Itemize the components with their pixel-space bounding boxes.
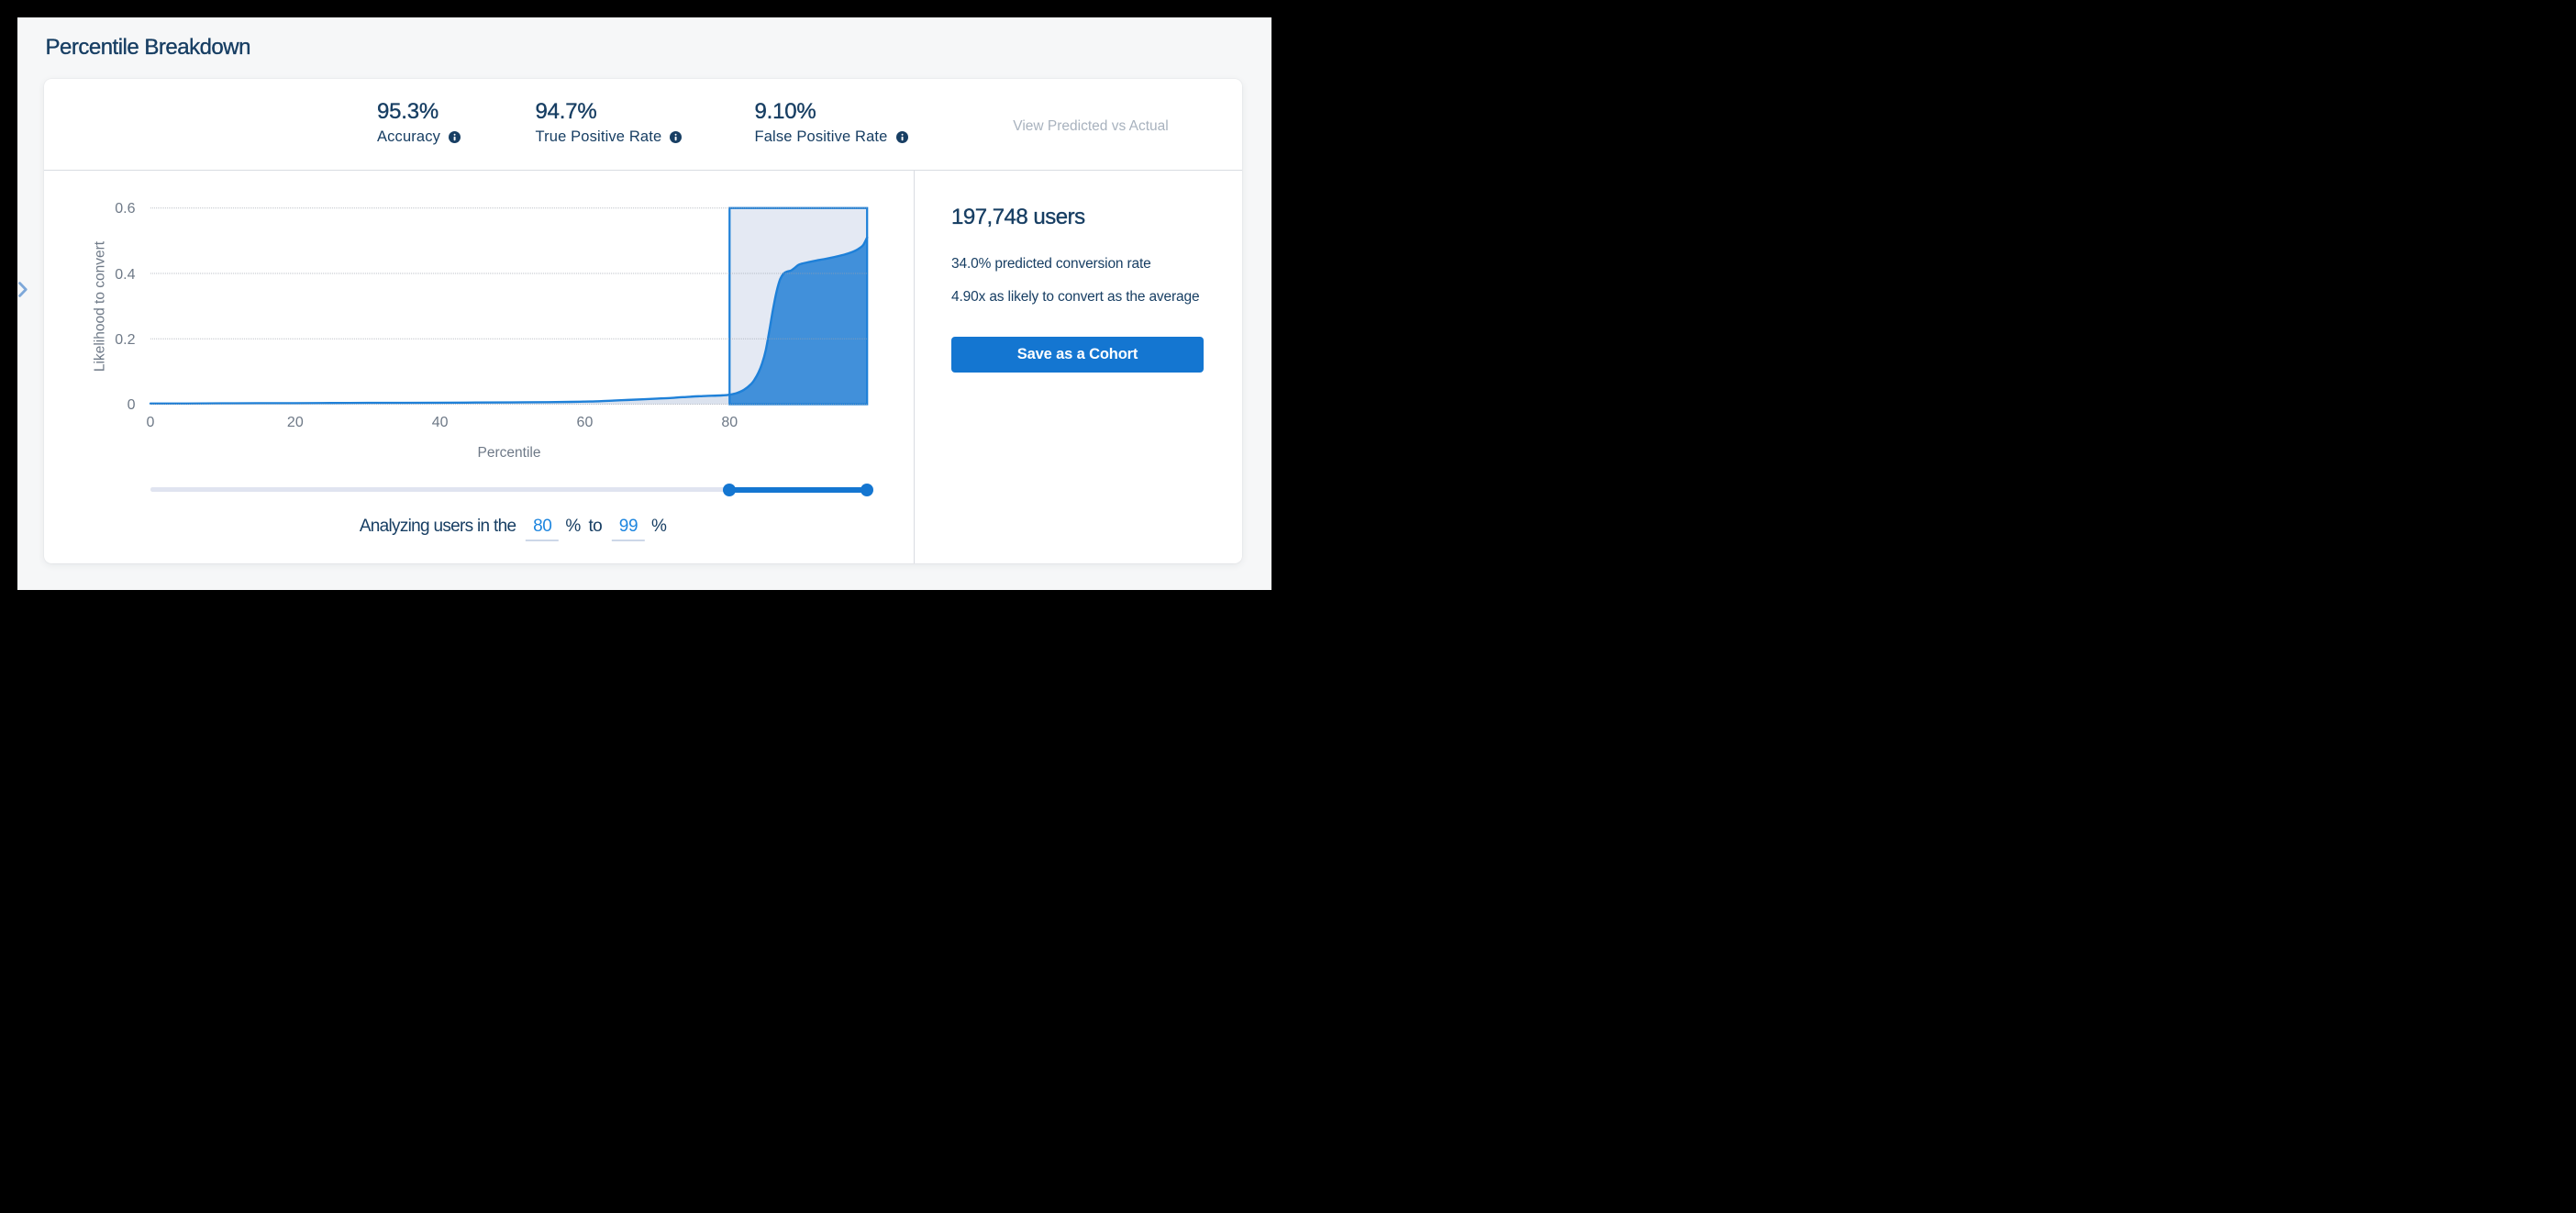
analyzing-to-word: to	[588, 517, 603, 536]
info-icon[interactable]	[895, 130, 908, 143]
likelihood-multiplier: 4.90x as likely to convert as the averag…	[951, 288, 1200, 305]
view-predicted-vs-actual-link[interactable]: View Predicted vs Actual	[1013, 117, 1169, 134]
true-positive-rate-label: True Positive Rate	[536, 129, 683, 145]
y-tick-label: 0.6	[115, 201, 136, 217]
false-positive-rate-value: 9.10%	[754, 98, 816, 124]
percentile-chart: 0 0.2 0.4 0.6 0 20 40 60 80 Likelihood to conve…	[44, 171, 914, 564]
percentile-from-input[interactable]: 80	[526, 517, 560, 541]
collapse-panel-button[interactable]	[15, 280, 31, 300]
card-body: 0 0.2 0.4 0.6 0 20 40 60 80 Likelihood to conve…	[44, 170, 1242, 564]
x-tick-label: 0	[146, 415, 155, 430]
x-tick-label: 80	[721, 415, 738, 430]
percentile-breakdown-card: 95.3% Accuracy 94.7% True Positive Rate	[44, 78, 1242, 564]
slider-track[interactable]	[150, 487, 868, 492]
info-icon[interactable]	[670, 130, 683, 143]
true-positive-rate-value: 94.7%	[535, 98, 597, 124]
x-tick-label: 20	[286, 415, 304, 430]
y-tick-label: 0.4	[115, 266, 136, 283]
predicted-conversion-rate: 34.0% predicted conversion rate	[951, 255, 1151, 272]
y-tick-label: 0.2	[115, 331, 136, 348]
percent-sign-to: %	[650, 517, 667, 536]
accuracy-value: 95.3%	[377, 98, 439, 124]
slider-handle-from[interactable]	[723, 483, 737, 496]
percent-sign-from: %	[565, 517, 581, 536]
chevron-right-icon	[17, 282, 28, 297]
x-axis-title: Percentile	[477, 445, 541, 462]
model-stats-header: 95.3% Accuracy 94.7% True Positive Rate	[44, 79, 1242, 171]
y-axis-title: Likelihood to convert	[91, 240, 107, 372]
slider-active-range[interactable]	[729, 486, 868, 493]
page-title: Percentile Breakdown	[45, 34, 250, 60]
users-count: 197,748 users	[951, 204, 1085, 229]
x-tick-label: 40	[431, 415, 449, 430]
info-icon[interactable]	[449, 130, 461, 143]
analyzing-text-before: Analyzing users in the	[359, 517, 516, 536]
cohort-summary-panel: 197,748 users 34.0% predicted conversion…	[915, 171, 1242, 564]
x-tick-label: 60	[576, 415, 594, 430]
likelihood-area-chart[interactable]	[44, 171, 913, 563]
page: Percentile Breakdown 95.3% Accuracy 94.7	[17, 17, 1271, 590]
percentile-to-input[interactable]: 99	[611, 517, 645, 541]
accuracy-label: Accuracy	[377, 129, 461, 145]
vertical-divider	[913, 170, 915, 563]
save-as-cohort-button[interactable]: Save as a Cohort	[951, 336, 1204, 373]
analyzing-range-row: Analyzing users in the 80 % to 99 %	[359, 517, 667, 541]
slider-handle-to[interactable]	[861, 483, 874, 496]
y-tick-label: 0	[127, 397, 136, 414]
false-positive-rate-label: False Positive Rate	[755, 129, 908, 145]
